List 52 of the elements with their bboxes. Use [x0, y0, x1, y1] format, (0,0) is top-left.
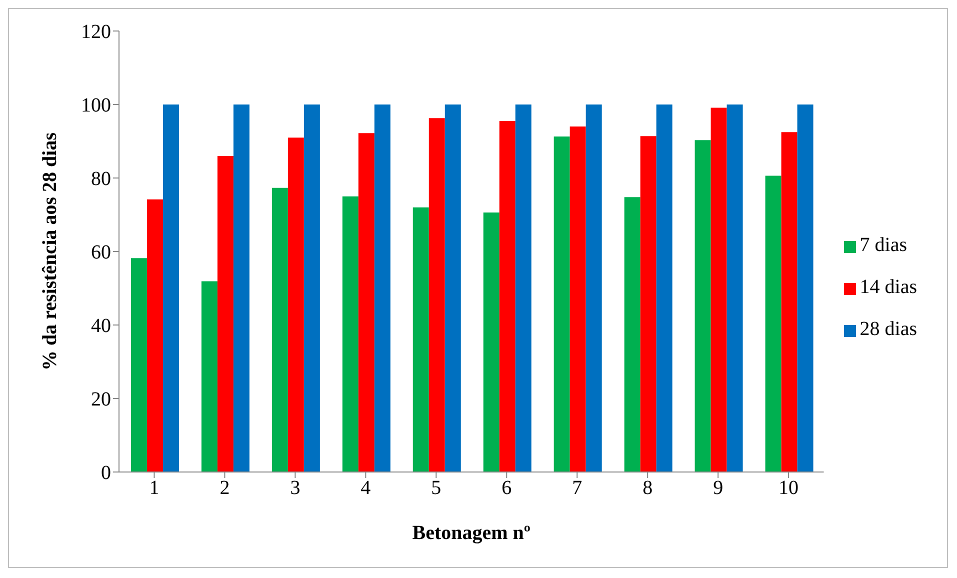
bar: [694, 140, 711, 472]
bar: [781, 132, 798, 472]
legend-label: 28 dias: [860, 318, 917, 340]
bar: [624, 197, 640, 472]
bar: [358, 133, 374, 472]
x-tick-label: 1: [149, 477, 160, 500]
bar: [586, 104, 602, 472]
x-tick-label: 2: [220, 477, 230, 500]
bar: [765, 176, 782, 472]
bar: [217, 156, 234, 472]
x-tick-label: 3: [290, 477, 300, 500]
legend-label: 7 dias: [860, 234, 907, 256]
bar: [201, 281, 218, 472]
x-tick-label: 10: [778, 477, 799, 500]
bar: [342, 196, 358, 472]
bar: [640, 136, 656, 472]
bar: [483, 212, 500, 472]
bar: [304, 104, 320, 472]
x-tick-label: 4: [360, 477, 371, 500]
y-tick-label: 80: [91, 168, 111, 190]
x-tick-label: 9: [713, 477, 724, 500]
y-axis-title: % da resistência aos 28 dias: [39, 132, 62, 370]
bar: [146, 199, 163, 472]
x-tick-label: 8: [642, 477, 653, 500]
bar: [444, 104, 461, 472]
bar: [412, 207, 429, 472]
bar: [130, 258, 147, 472]
bar: [288, 138, 304, 472]
legend-label: 14 dias: [860, 276, 917, 298]
y-tick-label: 60: [91, 242, 111, 264]
x-tick-label: 7: [572, 477, 582, 500]
bar: [272, 188, 288, 472]
bar: [428, 118, 445, 472]
bar: [515, 104, 532, 472]
bar: [726, 104, 743, 472]
bar: [233, 104, 250, 472]
bar: [797, 104, 814, 472]
x-tick-label: 5: [431, 477, 442, 500]
bar: [570, 126, 586, 472]
y-tick-label: 0: [101, 462, 111, 484]
bar: [374, 104, 390, 472]
x-tick-label: 6: [502, 477, 512, 500]
bar: [554, 136, 570, 472]
y-tick-label: 20: [91, 388, 111, 411]
bar: [162, 104, 179, 472]
y-tick-label: 40: [91, 315, 111, 338]
y-tick-label: 120: [81, 21, 111, 44]
bar: [710, 108, 727, 472]
x-axis-title: Betonagem nº: [412, 522, 531, 544]
y-tick-label: 100: [81, 94, 111, 117]
bar: [656, 104, 672, 472]
bar: [499, 121, 516, 472]
